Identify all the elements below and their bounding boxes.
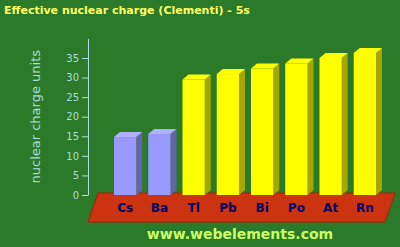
y-tick-label: 35 xyxy=(66,53,79,64)
bar-front xyxy=(285,63,307,195)
x-tick: Ba xyxy=(151,200,168,215)
bar xyxy=(182,75,210,195)
bar xyxy=(148,129,176,195)
bar-top xyxy=(182,75,210,80)
bar-side xyxy=(342,53,348,195)
y-tick: 25 xyxy=(66,92,88,103)
y-tick-mark xyxy=(82,117,88,118)
y-axis-line xyxy=(88,39,89,196)
bar xyxy=(114,132,142,195)
x-tick: Rn xyxy=(356,200,374,215)
bar xyxy=(319,53,347,195)
bar xyxy=(251,64,279,195)
bar xyxy=(217,69,245,195)
x-tick-label: At xyxy=(323,201,338,215)
x-tick-label: Tl xyxy=(187,201,199,215)
bar-top xyxy=(319,53,347,58)
y-axis-title: nuclear charge units xyxy=(28,50,43,184)
bar-top xyxy=(251,64,279,69)
bars xyxy=(114,48,382,195)
x-tick: At xyxy=(323,200,338,215)
floor xyxy=(88,193,395,222)
x-tick-label: Rn xyxy=(356,201,374,215)
y-tick-label: 10 xyxy=(66,151,79,162)
y-tick-mark xyxy=(82,195,88,196)
y-tick-label: 15 xyxy=(66,131,79,142)
y-tick-mark xyxy=(82,97,88,98)
bar-side xyxy=(171,129,177,195)
x-tick-label: Bi xyxy=(255,201,268,215)
title: Effective nuclear charge (Clementi) - 5s xyxy=(4,4,250,17)
bar-side xyxy=(136,132,142,195)
y-tick-label: 25 xyxy=(66,92,79,103)
bar-front xyxy=(148,134,170,195)
background xyxy=(0,0,400,247)
chart: Effective nuclear charge (Clementi) - 5s… xyxy=(0,0,400,247)
bar-top xyxy=(285,58,313,63)
bar-side xyxy=(205,75,211,195)
bar-front xyxy=(251,69,273,195)
x-axis: Cs Ba Tl Pb Bi Po At Rn xyxy=(117,200,374,215)
y-tick-label: 20 xyxy=(66,111,79,122)
y-tick: 0 xyxy=(73,190,88,201)
x-tick-label: Pb xyxy=(219,201,237,215)
x-tick-label: Ba xyxy=(151,201,168,215)
annotation: www.webelements.com xyxy=(147,226,333,242)
x-tick: Bi xyxy=(255,200,268,215)
bar-side xyxy=(273,64,279,195)
bar-front xyxy=(182,80,204,195)
y-tick: 35 xyxy=(66,53,88,64)
x-tick-label: Po xyxy=(288,201,305,215)
bar-front xyxy=(217,74,239,195)
y-tick-mark xyxy=(82,156,88,157)
x-tick: Tl xyxy=(187,200,199,215)
y-tick: 10 xyxy=(66,151,88,162)
y-tick: 15 xyxy=(66,131,88,142)
y-tick-label: 5 xyxy=(73,170,79,181)
y-tick: 20 xyxy=(66,111,88,122)
bar-top xyxy=(114,132,142,137)
bar-side xyxy=(376,48,382,195)
y-tick-label: 0 xyxy=(73,190,79,201)
y-tick: 30 xyxy=(66,72,88,83)
x-tick: Pb xyxy=(219,200,237,215)
y-tick-label: 30 xyxy=(66,72,79,83)
y-axis: 0 5 10 15 20 25 30 35 xyxy=(66,39,88,201)
y-tick-mark xyxy=(82,175,88,176)
x-tick: Po xyxy=(288,200,305,215)
bar-side xyxy=(308,58,314,195)
bar-top xyxy=(148,129,176,134)
y-tick: 5 xyxy=(73,170,88,181)
bar xyxy=(354,48,382,195)
y-tick-mark xyxy=(82,136,88,137)
x-tick-label: Cs xyxy=(117,201,133,215)
x-tick: Cs xyxy=(117,200,133,215)
bar-front xyxy=(114,137,136,195)
y-tick-mark xyxy=(82,78,88,79)
bar-top xyxy=(217,69,245,74)
bar-front xyxy=(319,58,341,195)
y-tick-mark xyxy=(82,58,88,59)
bar-front xyxy=(354,53,376,195)
bar-side xyxy=(239,69,245,195)
bar-top xyxy=(354,48,382,53)
bar xyxy=(285,58,313,195)
